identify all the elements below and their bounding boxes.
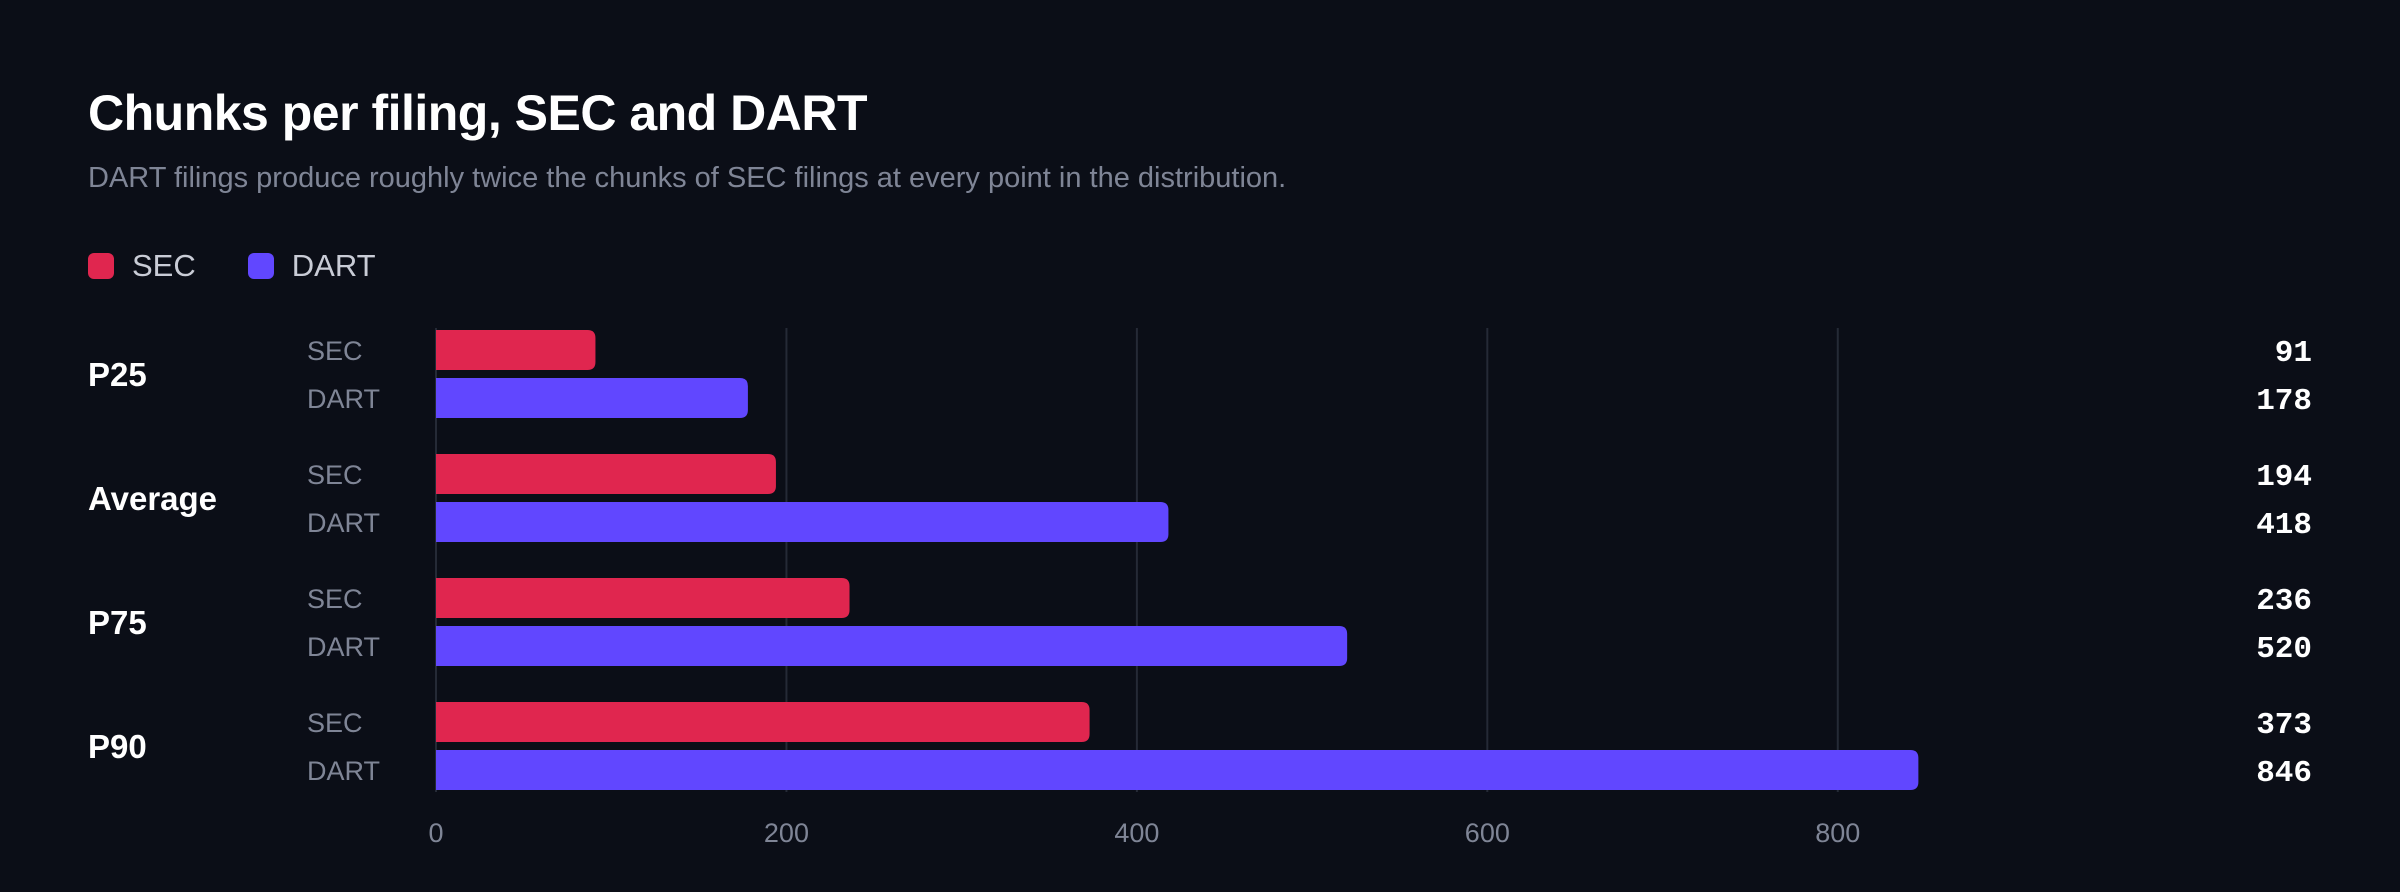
category-label-average: Average xyxy=(88,480,217,517)
x-tick-label-800: 800 xyxy=(1815,818,1860,848)
value-label-p90-sec: 373 xyxy=(2256,708,2312,743)
category-label-p90: P90 xyxy=(88,728,147,765)
chart-title: Chunks per filing, SEC and DART xyxy=(88,85,867,141)
bar-p25-sec xyxy=(436,330,596,370)
series-label-average-sec: SEC xyxy=(307,460,363,490)
legend-item-dart: DART xyxy=(247,248,376,284)
series-label-p75-dart: DART xyxy=(307,632,380,662)
bar-average-dart xyxy=(436,502,1169,542)
chart-legend: SEC DART xyxy=(88,248,376,284)
bar-p75-dart xyxy=(436,626,1348,666)
series-label-p25-sec: SEC xyxy=(307,336,363,366)
x-tick-label-200: 200 xyxy=(764,818,809,848)
value-label-p90-dart: 846 xyxy=(2256,756,2312,791)
category-label-p75: P75 xyxy=(88,604,147,641)
x-tick-label-400: 400 xyxy=(1114,818,1159,848)
value-label-p75-sec: 236 xyxy=(2256,584,2312,619)
series-label-average-dart: DART xyxy=(307,508,380,538)
x-tick-label-600: 600 xyxy=(1465,818,1510,848)
category-label-p25: P25 xyxy=(88,356,147,393)
bar-p75-sec xyxy=(436,578,850,618)
x-tick-label-0: 0 xyxy=(428,818,443,848)
value-label-p75-dart: 520 xyxy=(2256,632,2312,667)
legend-label-dart: DART xyxy=(291,248,376,283)
bar-average-sec xyxy=(436,454,776,494)
value-label-average-dart: 418 xyxy=(2256,508,2312,543)
series-label-p75-sec: SEC xyxy=(307,584,363,614)
legend-swatch-sec xyxy=(88,253,114,279)
value-label-p25-sec: 91 xyxy=(2275,336,2312,371)
legend-label-sec: SEC xyxy=(132,248,196,283)
value-label-p25-dart: 178 xyxy=(2256,384,2312,419)
value-label-average-sec: 194 xyxy=(2256,460,2312,495)
chart-subtitle: DART filings produce roughly twice the c… xyxy=(88,162,1287,194)
series-label-p90-dart: DART xyxy=(307,756,380,786)
legend-swatch-dart xyxy=(247,253,274,279)
bar-p90-dart xyxy=(436,750,1919,790)
bar-p25-dart xyxy=(436,378,748,418)
bar-p90-sec xyxy=(436,702,1090,742)
legend-item-sec: SEC xyxy=(88,248,196,284)
series-label-p25-dart: DART xyxy=(307,384,380,414)
series-label-p90-sec: SEC xyxy=(307,708,363,738)
